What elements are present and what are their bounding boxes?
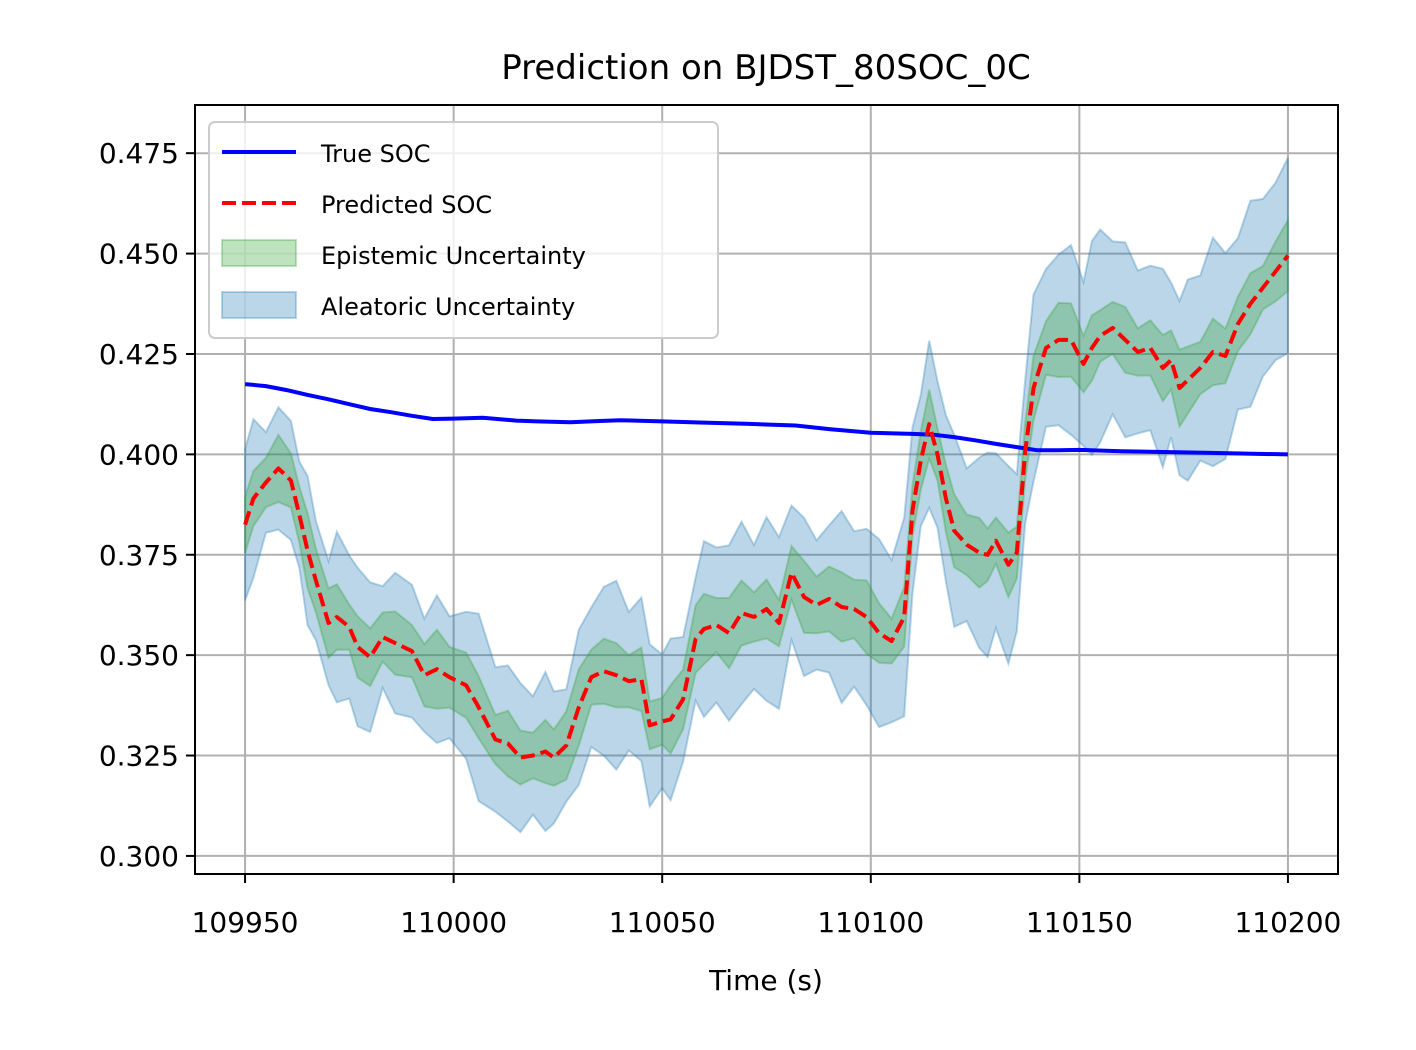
aleatoric-uncertainty-area — [244, 157, 1289, 834]
legend: True SOC Predicted SOC Epistemic Uncerta… — [208, 121, 719, 339]
legend-box — [208, 121, 719, 339]
y-tick-label: 0.400 — [99, 438, 179, 471]
legend-aleatoric-label: Aleatoric Uncertainty — [321, 293, 575, 321]
legend-epistemic-swatch — [221, 239, 297, 267]
x-axis-title: Time (s) — [708, 964, 823, 997]
y-tick-label: 0.475 — [99, 137, 179, 170]
y-tick-label: 0.350 — [99, 639, 179, 672]
chart-title: Prediction on BJDST_80SOC_0C — [501, 48, 1030, 88]
aleatoric-band — [244, 157, 1289, 834]
epistemic-band — [244, 216, 1289, 787]
x-tick-label: 110050 — [609, 906, 716, 939]
x-tick-label: 110200 — [1234, 906, 1341, 939]
true-soc-line — [244, 382, 1288, 457]
legend-true-label: True SOC — [320, 140, 431, 168]
x-tick-label: 109950 — [192, 906, 299, 939]
plot-frame — [194, 104, 1339, 875]
y-axis: 0.300 0.325 0.350 0.375 0.400 0.425 0.450 0.475 — [99, 137, 195, 873]
x-tick-label: 110150 — [1026, 906, 1133, 939]
y-tick-label: 0.425 — [99, 338, 179, 371]
x-axis: 109950 110000 110050 110100 110150 110200 — [192, 874, 1341, 939]
true-soc-series — [244, 382, 1288, 457]
grid-lines — [195, 105, 1338, 874]
predicted-soc-line — [243, 254, 1290, 760]
legend-aleatoric-swatch — [221, 291, 297, 319]
y-tick-label: 0.325 — [99, 740, 179, 773]
x-tick-label: 110100 — [817, 906, 924, 939]
x-tick-label: 110000 — [400, 906, 507, 939]
y-tick-label: 0.375 — [99, 539, 179, 572]
legend-pred-label: Predicted SOC — [321, 191, 492, 219]
legend-epistemic-label: Epistemic Uncertainty — [321, 242, 586, 270]
y-tick-label: 0.300 — [99, 840, 179, 873]
predicted-soc-series — [243, 254, 1290, 760]
epistemic-uncertainty-area — [244, 216, 1289, 787]
y-tick-label: 0.450 — [99, 238, 179, 271]
